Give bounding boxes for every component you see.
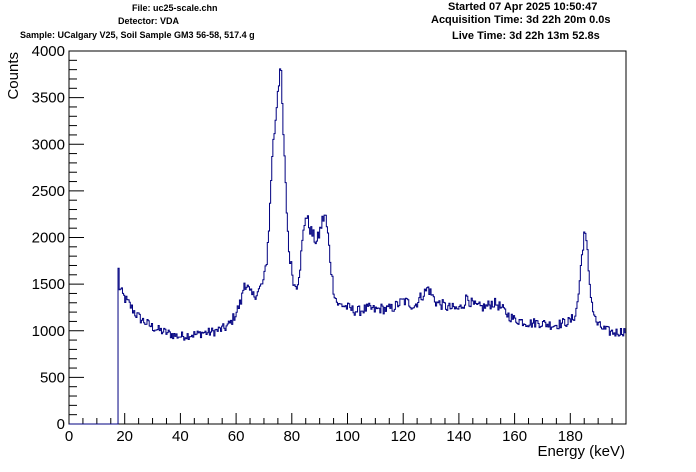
header-file: File: uc25-scale.chn	[132, 3, 218, 13]
header-sample: Sample: UCalgary V25, Soil Sample GM3 56…	[20, 30, 255, 40]
x-tick-label: 60	[228, 428, 245, 445]
header-detector: Detector: VDA	[118, 16, 180, 26]
x-tick-label: 140	[446, 428, 471, 445]
plot-frame	[68, 50, 627, 425]
y-tick-label: 2000	[32, 230, 65, 247]
spectrum-line	[69, 68, 626, 425]
x-tick-label: 20	[116, 428, 133, 445]
x-tick-label: 0	[65, 428, 73, 445]
x-tick-label: 100	[335, 428, 360, 445]
y-tick-label: 1000	[32, 323, 65, 340]
x-tick-label: 40	[172, 428, 189, 445]
y-tick-label: 0	[57, 416, 65, 433]
y-tick-label: 2500	[32, 183, 65, 200]
y-tick-label: 500	[40, 369, 65, 386]
y-axis: 0 500 1000 1500 2000 2500 3000 3500 4000	[32, 43, 84, 433]
x-tick-label: 120	[391, 428, 416, 445]
x-axis-title: Energy (keV)	[537, 443, 625, 460]
y-tick-label: 3000	[32, 136, 65, 153]
y-tick-label: 4000	[32, 43, 65, 60]
header-live: Live Time: 3d 22h 13m 52.8s	[452, 30, 600, 42]
y-tick-label: 1500	[32, 276, 65, 293]
header-started: Started 07 Apr 2025 10:50:47	[448, 1, 598, 13]
y-tick-label: 3500	[32, 90, 65, 107]
x-tick-label: 160	[502, 428, 527, 445]
x-axis: 0 20 40 60 80 100 120 140 160 180	[65, 413, 627, 445]
x-tick-label: 180	[558, 428, 583, 445]
y-axis-title: Counts	[5, 52, 22, 100]
header-acquisition: Acquisition Time: 3d 22h 20m 0.0s	[431, 14, 611, 26]
x-tick-label: 80	[283, 428, 300, 445]
